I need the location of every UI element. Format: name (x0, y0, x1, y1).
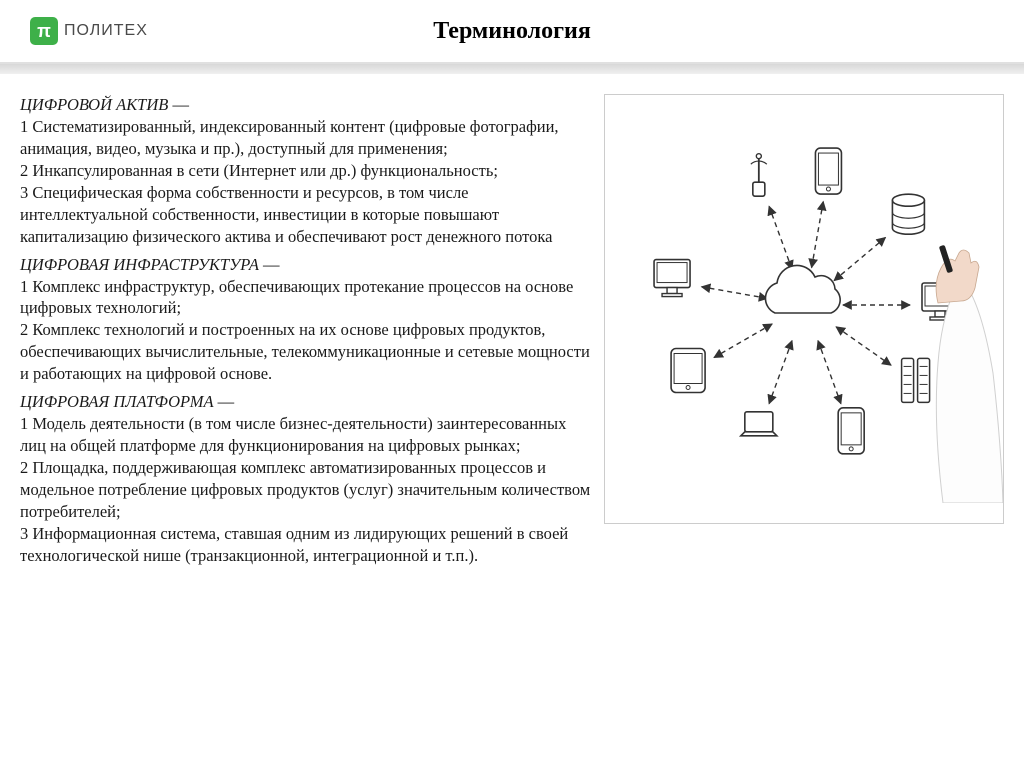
laptop-icon (741, 412, 777, 436)
term-title: ЦИФРОВАЯ ИНФРАСТРУКТУРА (20, 255, 259, 274)
network-diagram (604, 94, 1004, 524)
diagram-column (604, 94, 1004, 573)
logo-pi-icon: π (30, 17, 58, 45)
term-block: ЦИФРОВАЯ ПЛАТФОРМА — 1 Модель деятельнос… (20, 391, 594, 567)
header: π ПОЛИТЕХ Терминология (0, 0, 1024, 64)
router-icon (751, 154, 767, 197)
hand-drawing-icon (883, 243, 1004, 503)
terms-column: ЦИФРОВОЙ АКТИВ — 1 Систематизированный, … (20, 94, 594, 573)
database-icon (892, 194, 924, 234)
page-title: Терминология (433, 18, 591, 45)
logo-text: ПОЛИТЕХ (64, 22, 148, 40)
phone2-icon (838, 408, 864, 454)
header-divider (0, 64, 1024, 74)
term-title: ЦИФРОВОЙ АКТИВ (20, 95, 168, 114)
tablet-icon (671, 349, 705, 393)
term-def: 2 Комплекс технологий и построенных на и… (20, 319, 594, 385)
content: ЦИФРОВОЙ АКТИВ — 1 Систематизированный, … (0, 74, 1024, 573)
term-title: ЦИФРОВАЯ ПЛАТФОРМА (20, 392, 214, 411)
monitor-icon (654, 260, 690, 297)
term-def: 1 Комплекс инфраструктур, обеспечивающих… (20, 276, 594, 320)
term-def: 3 Информационная система, ставшая одним … (20, 523, 594, 567)
logo: π ПОЛИТЕХ (30, 17, 148, 45)
term-def: 2 Площадка, поддерживающая комплекс авто… (20, 457, 594, 523)
term-def: 3 Специфическая форма собственности и ре… (20, 182, 594, 248)
term-def: 1 Модель деятельности (в том числе бизне… (20, 413, 594, 457)
term-block: ЦИФРОВАЯ ИНФРАСТРУКТУРА — 1 Комплекс инф… (20, 254, 594, 386)
term-def: 2 Инкапсулированная в сети (Интернет или… (20, 160, 594, 182)
smartphone-icon (815, 148, 841, 194)
term-def: 1 Систематизированный, индексированный к… (20, 116, 594, 160)
term-block: ЦИФРОВОЙ АКТИВ — 1 Систематизированный, … (20, 94, 594, 248)
